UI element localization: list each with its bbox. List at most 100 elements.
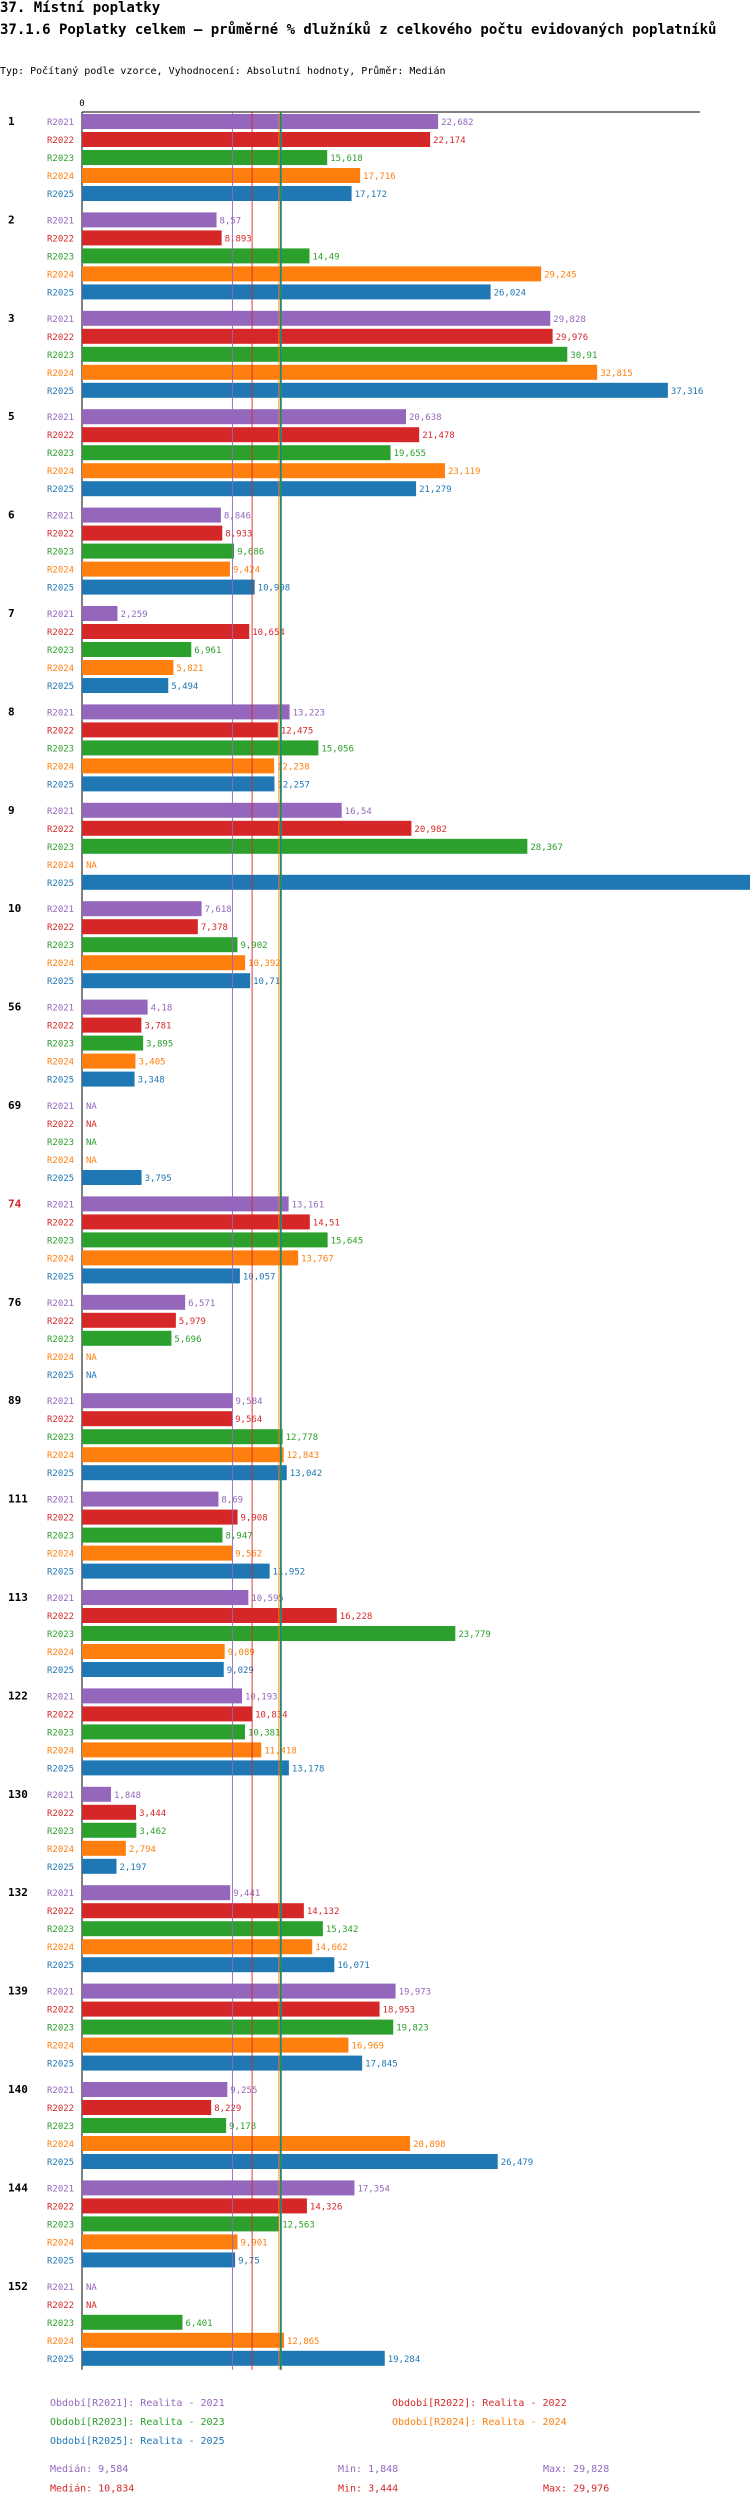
data-label: 10,392 (248, 959, 281, 969)
bar (82, 2001, 380, 2017)
series-label: R2021 (47, 708, 74, 718)
bar (82, 2100, 212, 2115)
series-label: R2024 (47, 1746, 74, 1756)
series-label: R2023 (47, 1728, 74, 1738)
bar (82, 642, 192, 657)
data-label: 9,901 (240, 2238, 267, 2248)
series-label: R2022 (47, 628, 74, 638)
data-label: 19,823 (396, 2024, 429, 2034)
series-label: R2024 (47, 2140, 74, 2150)
bar (82, 186, 352, 201)
series-label: R2021 (47, 1692, 74, 1702)
bar (82, 1662, 224, 1677)
series-label: R2025 (47, 682, 74, 692)
bar (82, 2314, 183, 2330)
bar (82, 1706, 253, 1722)
bar (82, 2154, 498, 2169)
data-label: 10,595 (251, 1594, 284, 1604)
bar (82, 284, 491, 300)
series-label: R2021 (47, 1299, 74, 1309)
data-label: 15,056 (321, 744, 354, 754)
group-label: 113 (8, 1591, 28, 1604)
series-label: R2021 (47, 2283, 74, 2293)
bar (82, 1903, 304, 1919)
bar (82, 1822, 137, 1838)
data-label: 4,18 (151, 1004, 173, 1014)
group-label: 74 (8, 1197, 22, 1210)
data-label: 15,618 (330, 154, 363, 164)
group-label: 5 (8, 410, 15, 423)
bar (82, 1509, 238, 1525)
data-label: 12,865 (287, 2337, 320, 2347)
data-label: 13,178 (292, 1764, 325, 1774)
series-label: R2024 (47, 467, 74, 477)
data-label: 17,845 (365, 2060, 398, 2070)
series-label: R2023 (47, 351, 74, 361)
series-label: R2023 (47, 1335, 74, 1345)
bar (82, 1017, 142, 1033)
series-label: R2024 (47, 1353, 74, 1363)
bar (82, 2019, 394, 2035)
series-label: R2025 (47, 1174, 74, 1184)
data-label: 15,342 (326, 1925, 359, 1935)
data-label: 21,279 (419, 485, 452, 495)
data-label: 12,843 (287, 1451, 320, 1461)
data-label: 9,564 (235, 1415, 262, 1425)
group-label: 7 (8, 607, 15, 620)
series-label: R2021 (47, 1102, 74, 1112)
series-label: R2024 (47, 1451, 74, 1461)
bar (82, 445, 391, 461)
data-label: 9,562 (235, 1550, 262, 1560)
series-label: R2022 (47, 431, 74, 441)
bar (82, 1196, 289, 1212)
group-label: 122 (8, 1689, 28, 1702)
chart-title: 37.1.6 Poplatky celkem – průměrné % dluž… (0, 22, 717, 38)
series-label: R2024 (47, 1058, 74, 1068)
bar (82, 1491, 219, 1507)
data-label: 12,475 (281, 726, 314, 736)
bar (82, 2252, 236, 2268)
bar (82, 1545, 233, 1561)
bar (82, 776, 275, 792)
data-label: 12,778 (286, 1433, 319, 1443)
data-label: 16,969 (351, 2042, 384, 2052)
bar (82, 248, 310, 264)
bar (82, 1170, 142, 1185)
series-label: R2022 (47, 2104, 74, 2114)
series-label: R2025 (47, 780, 74, 790)
data-label: 16,228 (340, 1612, 373, 1622)
series-label: R2022 (47, 923, 74, 933)
group-label: 76 (8, 1296, 22, 1309)
bar (82, 1608, 337, 1623)
series-label: R2021 (47, 1594, 74, 1604)
bar (82, 2037, 349, 2053)
series-label: R2023 (47, 1433, 74, 1443)
series-label: R2022 (47, 2006, 74, 2016)
series-label: R2021 (47, 807, 74, 817)
series-label: R2025 (47, 1469, 74, 1479)
series-label: R2024 (47, 1943, 74, 1953)
data-label: 7,378 (201, 923, 228, 933)
series-label: R2024 (47, 270, 74, 280)
data-label: 3,405 (138, 1058, 165, 1068)
data-label: 17,354 (357, 2184, 390, 2194)
bar (82, 838, 528, 854)
bar (82, 150, 328, 165)
series-label: R2023 (47, 744, 74, 754)
stat-max: Max: 29,976 (543, 2484, 609, 2495)
na-label: NA (86, 2301, 97, 2311)
data-label: 6,571 (188, 1299, 215, 1309)
series-label: R2023 (47, 843, 74, 853)
bar (82, 624, 250, 639)
bar (82, 427, 420, 443)
bar (82, 1626, 456, 1641)
series-label: R2021 (47, 2086, 74, 2096)
series-label: R2025 (47, 2256, 74, 2266)
data-label: 22,174 (433, 136, 466, 146)
data-label: 14,51 (313, 1218, 340, 1228)
series-label: R2022 (47, 1022, 74, 1032)
data-label: 1,848 (114, 1791, 141, 1801)
bar (82, 1742, 262, 1758)
bar (82, 2136, 411, 2151)
data-label: 13,042 (290, 1469, 323, 1479)
